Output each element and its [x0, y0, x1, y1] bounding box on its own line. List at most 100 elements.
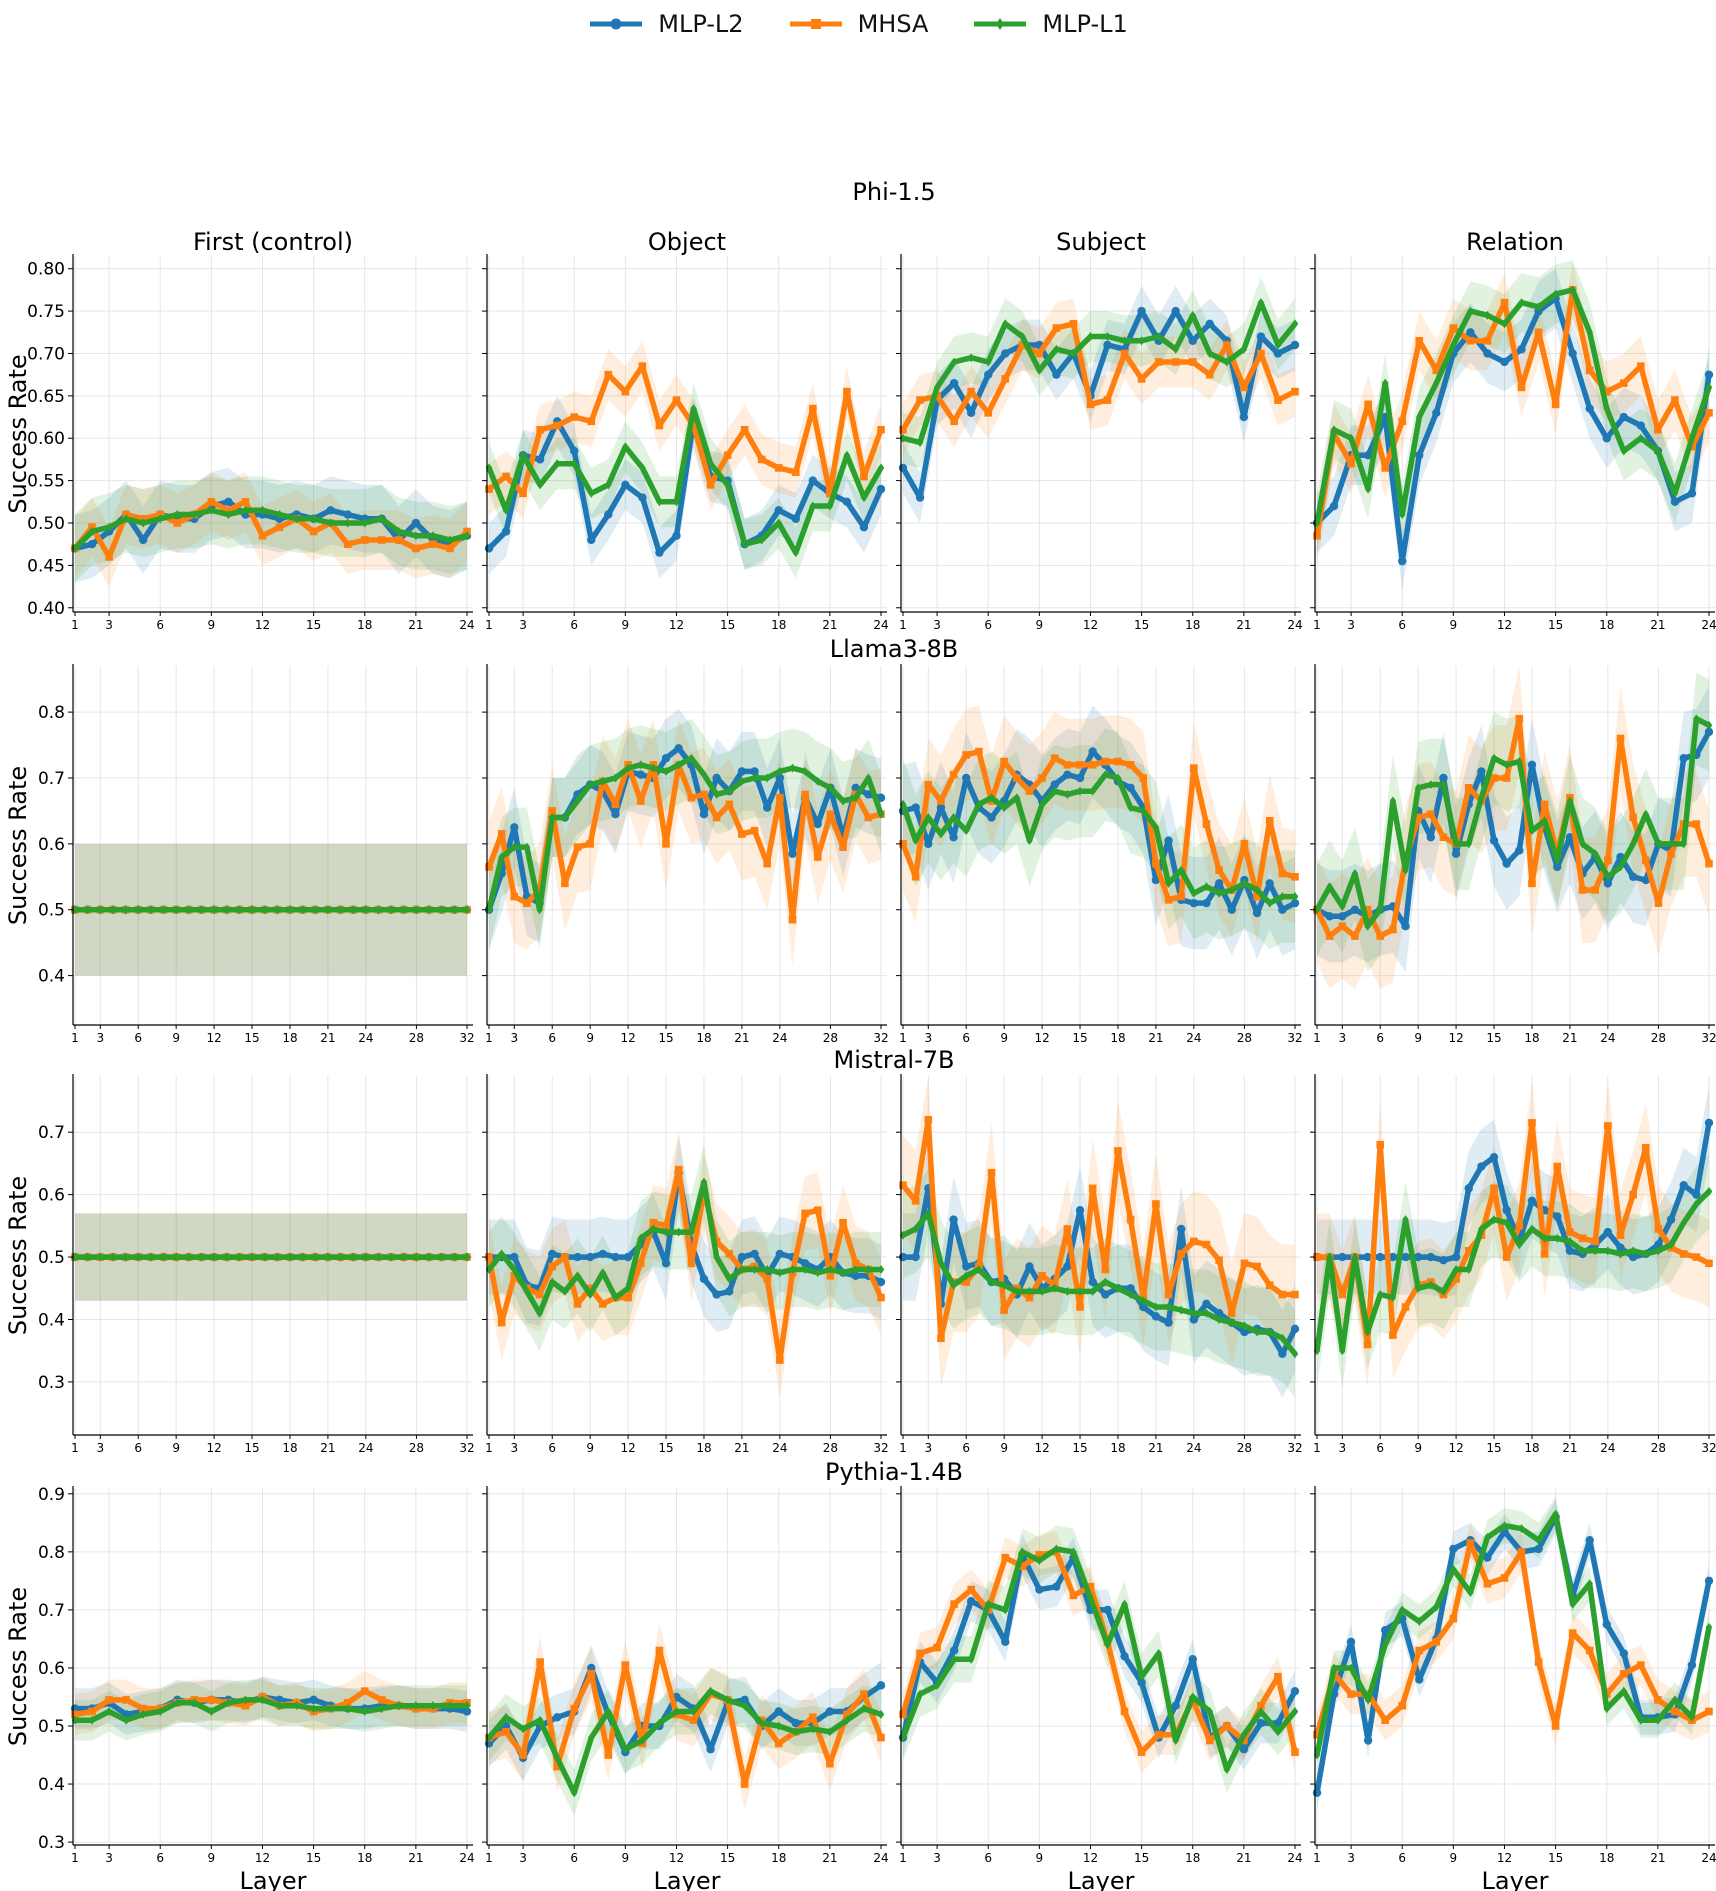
point-mlp-l2: [1278, 905, 1287, 914]
point-mlp-l1: [172, 1252, 180, 1262]
point-mhsa: [636, 1259, 645, 1268]
point-mhsa: [1616, 1231, 1625, 1240]
point-mhsa: [911, 872, 920, 881]
point-mhsa: [899, 425, 907, 434]
panel-mistral-7b-relation: 1 3 6 9 12 15 18 21 24 28 32: [1310, 1074, 1716, 1455]
point-mhsa: [1415, 336, 1424, 345]
point-mlp-l1: [1591, 849, 1599, 859]
point-mlp-l1: [147, 905, 155, 915]
x-tick-label: 9: [1036, 1851, 1044, 1865]
x-tick-label: 32: [1287, 1031, 1302, 1045]
point-mhsa: [1616, 734, 1625, 743]
point-mhsa: [864, 813, 873, 822]
point-mhsa: [738, 830, 746, 838]
point-mhsa: [1490, 1184, 1498, 1193]
x-tick-label: 32: [459, 1031, 474, 1045]
point-mlp-l2: [411, 518, 421, 528]
point-mlp-l2: [674, 744, 683, 753]
point-mhsa: [105, 553, 113, 561]
point-mlp-l2: [1619, 1649, 1628, 1658]
point-mlp-l2: [1278, 1349, 1287, 1359]
point-mlp-l1: [344, 518, 351, 528]
point-mlp-l2: [1001, 349, 1010, 358]
point-mhsa: [1629, 813, 1637, 822]
band-mlp-l2: [75, 467, 467, 583]
point-mlp-l1: [259, 505, 266, 515]
point-mhsa: [1381, 1716, 1389, 1724]
point-mhsa: [1086, 1582, 1095, 1591]
point-mlp-l1: [1642, 1249, 1649, 1259]
point-mlp-l1: [877, 463, 885, 473]
point-mlp-l1: [751, 773, 758, 783]
point-mhsa: [395, 536, 403, 544]
point-mhsa: [1202, 1240, 1211, 1249]
point-mhsa: [826, 1759, 834, 1768]
point-mlp-l1: [1104, 332, 1111, 342]
point-mlp-l2: [552, 1713, 562, 1722]
point-mlp-l2: [1103, 1605, 1112, 1615]
point-mlp-l1: [624, 1283, 632, 1293]
point-mlp-l2: [898, 463, 908, 473]
point-mhsa: [916, 396, 924, 404]
point-mhsa: [1025, 1293, 1034, 1302]
point-mhsa: [638, 362, 647, 370]
point-mlp-l2: [876, 1277, 886, 1287]
band-mlp-l2: [1317, 1085, 1709, 1298]
point-mlp-l1: [1503, 1218, 1510, 1228]
point-mlp-l2: [1346, 1637, 1356, 1647]
point-mlp-l1: [827, 1265, 834, 1275]
point-mhsa: [750, 826, 759, 835]
point-mlp-l1: [814, 1268, 821, 1278]
point-mhsa: [776, 1356, 784, 1364]
point-mhsa: [1038, 774, 1046, 782]
legend-item-mhsa: MHSA: [788, 10, 928, 38]
point-mlp-l1: [792, 1727, 799, 1737]
point-mhsa: [1188, 358, 1197, 366]
point-mlp-l2: [737, 1252, 747, 1262]
point-mhsa: [813, 1206, 822, 1215]
point-mhsa: [1101, 1265, 1110, 1274]
point-mhsa: [687, 1259, 696, 1268]
point-mhsa: [1432, 1638, 1441, 1646]
point-mhsa: [587, 417, 596, 426]
point-mlp-l2: [623, 1252, 633, 1262]
x-tick-label: 32: [459, 1441, 474, 1455]
point-mlp-l1: [1579, 1246, 1586, 1256]
point-mhsa: [1398, 1701, 1407, 1710]
point-mhsa: [1415, 1646, 1424, 1655]
point-mlp-l1: [1000, 1280, 1008, 1290]
point-mlp-l1: [1516, 1240, 1523, 1250]
point-mlp-l1: [536, 905, 543, 915]
point-mlp-l1: [375, 1252, 382, 1262]
point-mlp-l1: [105, 1706, 113, 1716]
point-mlp-l2: [638, 493, 647, 502]
band-mlp-l1: [489, 1144, 881, 1351]
point-mlp-l1: [612, 773, 619, 783]
point-mlp-l1: [361, 518, 368, 528]
x-tick-label: 1: [1313, 1031, 1321, 1045]
series-line-mlp-l1: [900, 299, 1298, 446]
point-mlp-l2: [570, 446, 579, 456]
point-mlp-l1: [312, 905, 319, 915]
panel-pythia-1-4b-first-control: 0.3 0.4 0.5 0.6 0.7 0.8 0.9 1 3 6 9 12 15 18 21 24 Layer…: [4, 1485, 475, 1891]
x-tick-label: 15: [306, 1851, 321, 1865]
point-mhsa: [1466, 336, 1475, 345]
x-tick-label: 6: [134, 1441, 142, 1455]
point-mhsa: [1540, 800, 1549, 809]
point-mlp-l2: [1502, 859, 1511, 868]
x-tick-label: 6: [156, 1851, 164, 1865]
y-axis-label: Success Rate: [4, 766, 32, 925]
x-tick-label: 6: [134, 1031, 142, 1045]
point-mhsa: [1654, 899, 1663, 907]
point-mlp-l2: [1439, 1255, 1448, 1265]
point-mlp-l1: [135, 905, 142, 915]
point-mhsa: [839, 1218, 847, 1227]
point-mhsa: [502, 472, 510, 481]
point-mlp-l1: [139, 1709, 147, 1719]
point-mlp-l1: [801, 766, 809, 776]
point-mlp-l1: [1617, 1249, 1624, 1259]
point-mhsa: [624, 1293, 632, 1302]
point-mlp-l1: [327, 1704, 334, 1714]
point-mlp-l1: [809, 501, 817, 511]
point-mlp-l1: [1402, 1215, 1409, 1225]
